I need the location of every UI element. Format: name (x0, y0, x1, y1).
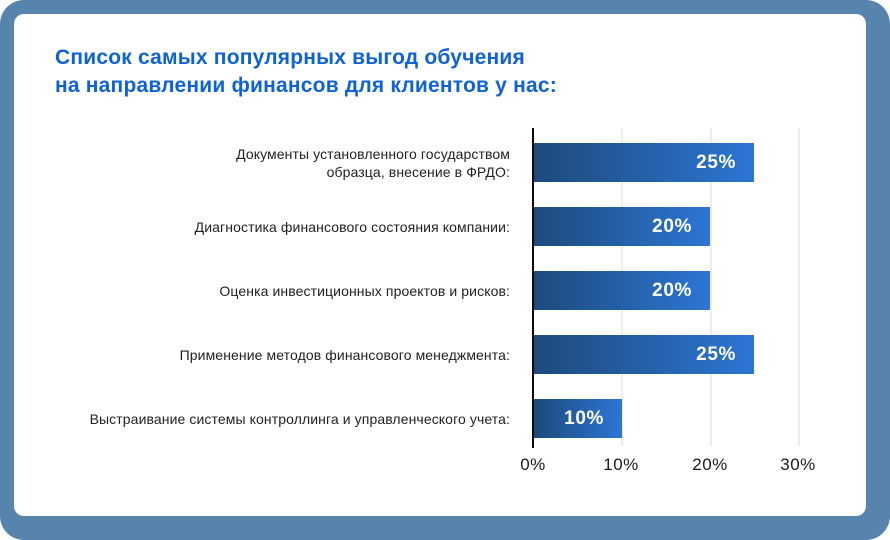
category-label: Выстраивание системы контроллинга и упра… (89, 410, 510, 427)
bar-value-label: 20% (652, 215, 692, 237)
bar-value-label: 10% (564, 407, 604, 429)
x-axis-tick-30: 30% (780, 455, 816, 474)
bar: 20% (534, 207, 710, 246)
chart-row: Выстраивание системы контроллинга и упра… (14, 399, 866, 438)
bar-chart: Документы установленного государством об… (14, 14, 866, 516)
chart-title: Список самых популярных выгод обучения н… (55, 46, 557, 97)
bar: 25% (534, 143, 754, 182)
bar-value-label: 20% (652, 279, 692, 301)
category-label: Документы установленного государством об… (236, 145, 510, 180)
bar-value-label: 25% (696, 151, 736, 173)
chart-row: Диагностика финансового состояния компан… (14, 207, 866, 246)
bar: 10% (534, 399, 622, 438)
bar: 25% (534, 335, 754, 374)
x-axis-tick-20: 20% (692, 455, 728, 474)
category-label: Применение методов финансового менеджмен… (179, 346, 510, 363)
x-axis-tick-10: 10% (603, 455, 639, 474)
chart-card: Список самых популярных выгод обучения н… (14, 14, 866, 516)
category-label: Оценка инвестиционных проектов и рисков: (219, 282, 510, 299)
chart-row: Документы установленного государством об… (14, 143, 866, 182)
x-axis-tick-0: 0% (520, 455, 546, 474)
bar: 20% (534, 271, 710, 310)
bar-value-label: 25% (696, 343, 736, 365)
chart-row: Применение методов финансового менеджмен… (14, 335, 866, 374)
gridline-30pct (798, 128, 800, 446)
chart-row: Оценка инвестиционных проектов и рисков:… (14, 271, 866, 310)
y-axis-line (532, 128, 534, 448)
gridline-20pct (710, 128, 712, 446)
category-label: Диагностика финансового состояния компан… (194, 218, 510, 235)
